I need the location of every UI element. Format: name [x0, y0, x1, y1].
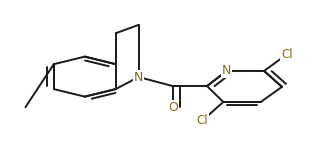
Text: Cl: Cl: [281, 48, 293, 61]
Text: O: O: [168, 101, 178, 114]
Text: N: N: [222, 64, 231, 77]
Text: N: N: [134, 71, 143, 84]
Text: Cl: Cl: [196, 114, 208, 127]
